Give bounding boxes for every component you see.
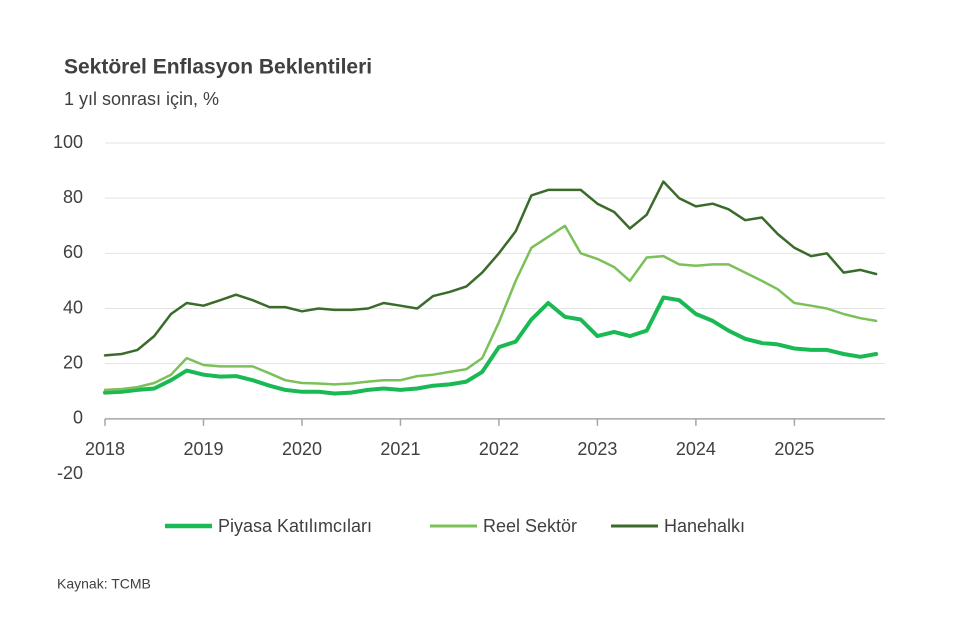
- series-line: [103, 180, 878, 357]
- series-line: [103, 224, 878, 392]
- legend-label: Hanehalkı: [664, 516, 745, 536]
- x-tick-label: 2025: [774, 439, 814, 459]
- y-tick-label: 80: [63, 187, 83, 207]
- legend-label: Piyasa Katılımcıları: [218, 516, 372, 536]
- x-tick-label: 2020: [282, 439, 322, 459]
- x-tick-label: 2024: [676, 439, 716, 459]
- y-tick-label: 100: [53, 132, 83, 152]
- legend-label: Reel Sektör: [483, 516, 577, 536]
- chart-title: Sektörel Enflasyon Beklentileri: [64, 56, 372, 79]
- y-tick-label: 0: [73, 408, 83, 428]
- x-tick-label: 2019: [183, 439, 223, 459]
- x-tick-label: 2023: [577, 439, 617, 459]
- series-line: [103, 295, 879, 396]
- chart-subtitle: 1 yıl sonrası için, %: [64, 89, 219, 109]
- y-tick-label: 60: [63, 242, 83, 262]
- source: Kaynak: TCMB: [57, 576, 151, 592]
- x-tick-label: 2018: [85, 439, 125, 459]
- x-tick-label: 2022: [479, 439, 519, 459]
- y-tick-label: 20: [63, 352, 83, 372]
- x-tick-label: 2021: [380, 439, 420, 459]
- y-tick-label: 40: [63, 297, 83, 317]
- y-tick-label: -20: [57, 463, 83, 483]
